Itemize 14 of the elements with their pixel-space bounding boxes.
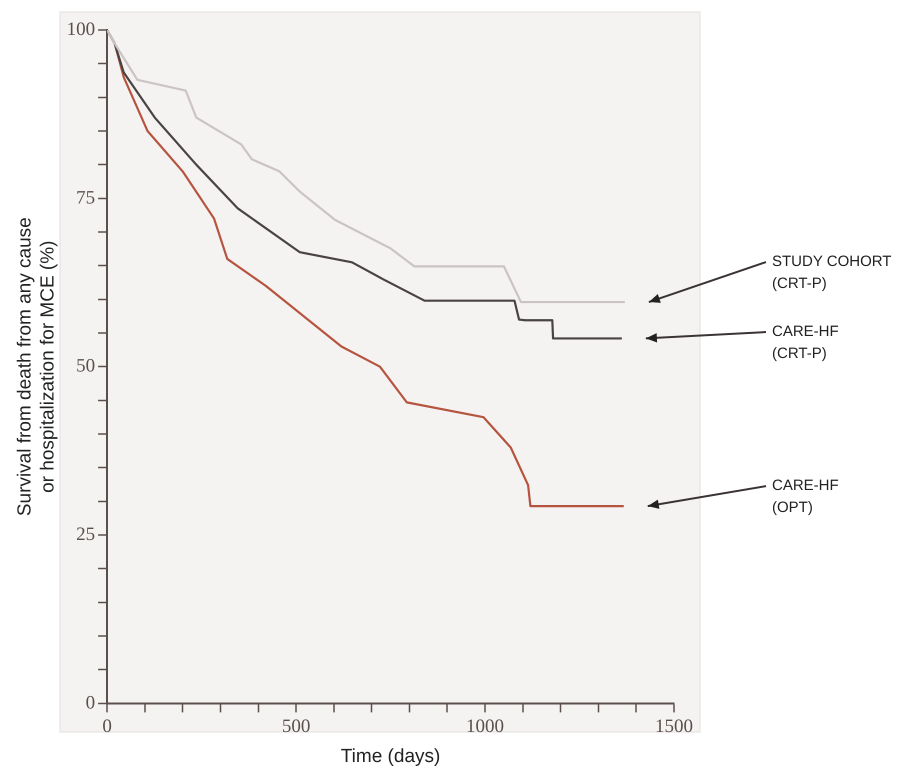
y-tick-label: 25 <box>76 524 96 546</box>
x-tick-label: 0 <box>102 716 112 737</box>
y-axis-title: Survival from death from any cause or hospitalization for MCE (%) <box>14 217 58 516</box>
x-tick-label: 1500 <box>655 716 693 737</box>
x-axis-title: Time (days) <box>340 746 440 767</box>
x-tick-label: 1000 <box>466 716 504 737</box>
y-tick-label: 75 <box>76 187 96 208</box>
x-tick-label: 500 <box>282 716 310 737</box>
y-tick-label: 100 <box>66 18 96 40</box>
text: STUDY COHORT (CRT-P) <box>772 253 892 292</box>
text: CARE-HF (OPT) <box>772 477 839 516</box>
y-tick-label: 50 <box>76 356 96 377</box>
y-tick-label: 0 <box>86 692 96 714</box>
text: CARE-HF (CRT-P) <box>772 323 839 362</box>
